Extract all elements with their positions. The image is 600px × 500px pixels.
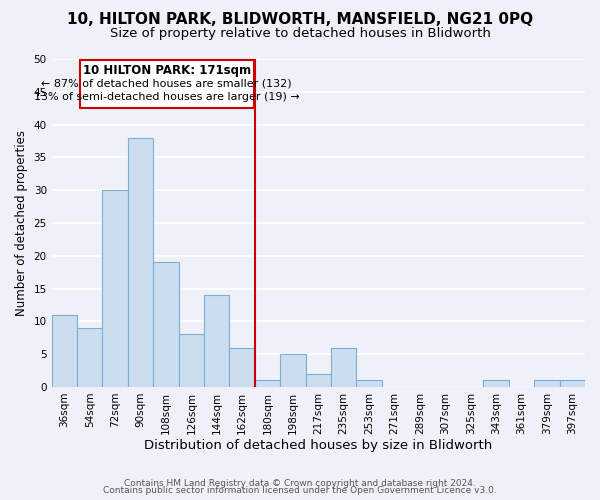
Bar xyxy=(204,295,229,387)
Text: 13% of semi-detached houses are larger (19) →: 13% of semi-detached houses are larger (… xyxy=(34,92,299,102)
Bar xyxy=(77,328,103,387)
Bar xyxy=(255,380,280,387)
FancyBboxPatch shape xyxy=(80,60,254,108)
Bar xyxy=(331,348,356,387)
X-axis label: Distribution of detached houses by size in Blidworth: Distribution of detached houses by size … xyxy=(144,440,493,452)
Bar xyxy=(305,374,331,387)
Bar xyxy=(179,334,204,387)
Bar xyxy=(103,190,128,387)
Bar xyxy=(128,138,153,387)
Bar xyxy=(280,354,305,387)
Bar xyxy=(534,380,560,387)
Bar xyxy=(484,380,509,387)
Text: ← 87% of detached houses are smaller (132): ← 87% of detached houses are smaller (13… xyxy=(41,78,292,88)
Text: Size of property relative to detached houses in Blidworth: Size of property relative to detached ho… xyxy=(110,28,490,40)
Bar xyxy=(560,380,585,387)
Text: 10 HILTON PARK: 171sqm: 10 HILTON PARK: 171sqm xyxy=(83,64,251,77)
Bar xyxy=(356,380,382,387)
Text: 10, HILTON PARK, BLIDWORTH, MANSFIELD, NG21 0PQ: 10, HILTON PARK, BLIDWORTH, MANSFIELD, N… xyxy=(67,12,533,28)
Text: Contains HM Land Registry data © Crown copyright and database right 2024.: Contains HM Land Registry data © Crown c… xyxy=(124,478,476,488)
Bar xyxy=(153,262,179,387)
Text: Contains public sector information licensed under the Open Government Licence v3: Contains public sector information licen… xyxy=(103,486,497,495)
Bar xyxy=(52,315,77,387)
Bar xyxy=(229,348,255,387)
Y-axis label: Number of detached properties: Number of detached properties xyxy=(15,130,28,316)
